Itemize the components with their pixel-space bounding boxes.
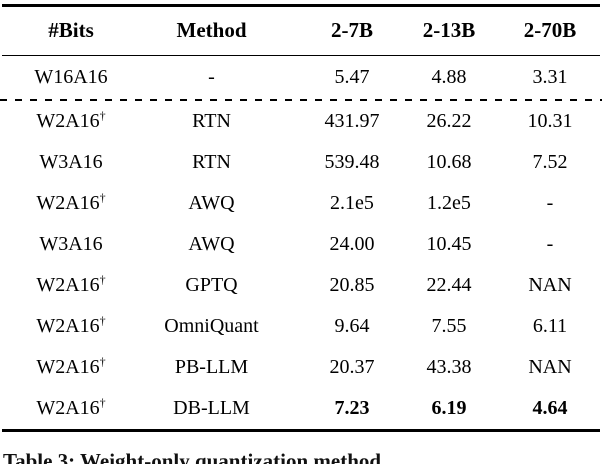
bits-cell: W16A16	[34, 66, 108, 89]
method-cell: PB-LLM	[174, 356, 249, 379]
dashed-divider	[0, 99, 602, 102]
table-caption: Table 3: Weight-only quantization method	[3, 448, 382, 464]
value-cell: -	[546, 233, 554, 256]
table-row: W3A16 RTN 539.48 10.68 7.52	[0, 142, 602, 183]
table-row: W2A16† AWQ 2.1e5 1.2e5 -	[0, 183, 602, 224]
method-cell: DB-LLM	[173, 397, 250, 420]
value-cell: NAN	[528, 356, 572, 379]
value-cell: 1.2e5	[427, 192, 471, 215]
value-cell: 20.85	[329, 274, 375, 297]
baseline-section: W16A16 - 5.47 4.88 3.31	[0, 56, 602, 99]
value-cell: 6.11	[532, 315, 568, 338]
column-header-bits: #Bits	[48, 18, 94, 42]
bits-cell: W2A16†	[36, 354, 106, 379]
dagger-icon: †	[99, 354, 106, 369]
value-cell: 43.38	[426, 356, 472, 379]
bits-cell: W2A16†	[36, 313, 106, 338]
column-header-2-13b: 2-13B	[422, 18, 476, 42]
value-cell: 22.44	[426, 274, 472, 297]
dagger-icon: †	[99, 272, 106, 287]
value-cell: 7.55	[431, 315, 467, 338]
quantized-methods-section: W2A16† RTN 431.97 26.22 10.31 W3A16 RTN 539.48 1…	[0, 101, 602, 429]
value-cell: 7.23	[334, 397, 370, 420]
method-cell: AWQ	[188, 192, 235, 215]
value-cell: 26.22	[426, 110, 472, 133]
value-cell: 539.48	[324, 151, 380, 174]
bits-cell: W2A16†	[36, 108, 106, 133]
value-cell: 7.52	[532, 151, 568, 174]
value-cell: 20.37	[329, 356, 375, 379]
method-cell: AWQ	[188, 233, 235, 256]
value-cell: 24.00	[329, 233, 375, 256]
table-bottom-rule	[2, 429, 600, 432]
value-cell: 9.64	[334, 315, 370, 338]
bits-cell: W2A16†	[36, 190, 106, 215]
dagger-icon: †	[99, 313, 106, 328]
dagger-icon: †	[99, 395, 106, 410]
bits-cell: W2A16†	[36, 272, 106, 297]
bits-cell: W2A16†	[36, 395, 106, 420]
column-header-2-7b: 2-7B	[331, 18, 373, 42]
value-cell: 5.47	[334, 66, 370, 89]
value-cell: 10.31	[527, 110, 573, 133]
column-header-2-70b: 2-70B	[523, 18, 577, 42]
table-top-rule	[2, 4, 600, 7]
method-cell: GPTQ	[185, 274, 238, 297]
bits-cell: W3A16	[39, 233, 103, 256]
column-header-method: Method	[176, 18, 247, 42]
dagger-icon: †	[99, 108, 106, 123]
method-cell: RTN	[192, 151, 231, 174]
value-cell: 10.68	[426, 151, 472, 174]
value-cell: 10.45	[426, 233, 472, 256]
table-row: W3A16 AWQ 24.00 10.45 -	[0, 224, 602, 265]
value-cell: -	[546, 192, 554, 215]
table-header-rule	[2, 54, 600, 57]
value-cell: 4.64	[532, 397, 568, 420]
table-row: W2A16† PB-LLM 20.37 43.38 NAN	[0, 347, 602, 388]
value-cell: 6.19	[431, 397, 467, 420]
table-row: W2A16† DB-LLM 7.23 6.19 4.64	[0, 388, 602, 429]
table-row: W2A16† RTN 431.97 26.22 10.31	[0, 101, 602, 142]
table-row: W2A16† GPTQ 20.85 22.44 NAN	[0, 265, 602, 306]
table-header-row: #Bits Method 2-7B 2-13B 2-70B	[0, 7, 602, 55]
value-cell: 4.88	[431, 66, 467, 89]
value-cell: 431.97	[324, 110, 380, 133]
table-row: W2A16† OmniQuant 9.64 7.55 6.11	[0, 306, 602, 347]
value-cell: 3.31	[532, 66, 568, 89]
value-cell: NAN	[528, 274, 572, 297]
value-cell: 2.1e5	[330, 192, 374, 215]
bits-cell: W3A16	[39, 151, 103, 174]
table-row: W16A16 - 5.47 4.88 3.31	[0, 56, 602, 99]
method-cell: OmniQuant	[164, 315, 259, 338]
dagger-icon: †	[99, 190, 106, 205]
method-cell: -	[208, 66, 215, 89]
method-cell: RTN	[192, 110, 231, 133]
